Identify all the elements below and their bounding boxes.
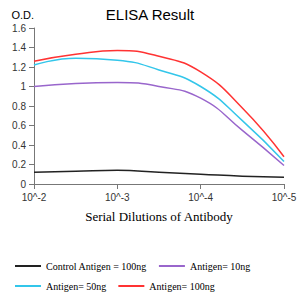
svg-text:1.2: 1.2 (12, 62, 26, 73)
svg-text:Control Antigen = 100ng: Control Antigen = 100ng (46, 261, 146, 272)
svg-text:O.D.: O.D. (11, 9, 34, 21)
svg-text:10^-5: 10^-5 (272, 192, 297, 203)
svg-text:10^-2: 10^-2 (22, 192, 47, 203)
svg-text:1.4: 1.4 (12, 42, 26, 53)
svg-text:0.2: 0.2 (12, 159, 26, 170)
svg-text:Antigen= 100ng: Antigen= 100ng (149, 281, 214, 292)
svg-text:0: 0 (20, 179, 26, 190)
svg-text:0.8: 0.8 (12, 101, 26, 112)
svg-text:ELISA Result: ELISA Result (106, 6, 195, 23)
svg-text:Antigen= 50ng: Antigen= 50ng (46, 281, 106, 292)
svg-text:10^-4: 10^-4 (188, 192, 213, 203)
svg-text:0.4: 0.4 (12, 140, 26, 151)
svg-text:1.6: 1.6 (12, 23, 26, 34)
svg-text:Antigen= 10ng: Antigen= 10ng (190, 261, 250, 272)
svg-text:10^-3: 10^-3 (105, 192, 130, 203)
svg-text:0.6: 0.6 (12, 120, 26, 131)
svg-text:Serial Dilutions of Antibody: Serial Dilutions of Antibody (85, 209, 233, 224)
svg-text:1: 1 (20, 81, 26, 92)
